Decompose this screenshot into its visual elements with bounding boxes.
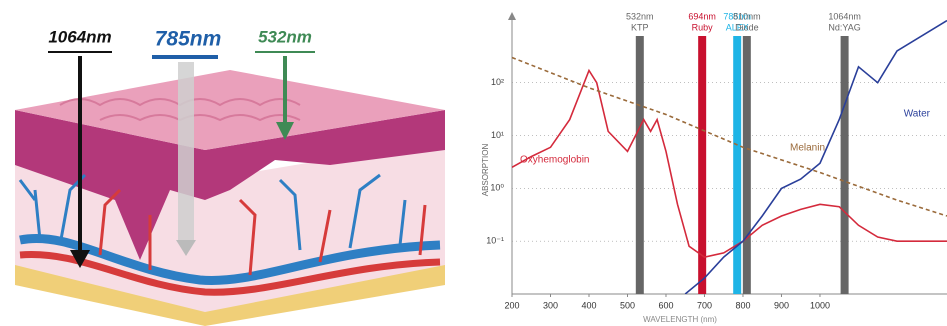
y-tick-label: 10⁻¹ [486,236,504,246]
laser-label: 532nm [626,11,654,21]
series-line [512,68,947,258]
beam-1064-head [70,250,90,268]
laser-label: 785nm [723,11,751,21]
x-tick-label: 600 [658,300,673,310]
series-line [684,19,947,294]
series-label: Oxyhemoglobin [520,155,589,166]
beam-532-head [276,122,294,140]
series-label: Water [904,109,931,120]
x-axis-label: WAVELENGTH (nm) [643,315,717,324]
x-tick-label: 500 [620,300,635,310]
laser-sublabel: KTP [631,22,649,32]
laser-label: 810nm [733,11,761,21]
laser-line [698,36,707,294]
wavelength-label: 532nm [258,27,312,46]
laser-sublabel: Nd:YAG [828,22,860,32]
laser-sublabel: Ruby [692,22,714,32]
y-tick-label: 10¹ [491,130,504,140]
x-tick-label: 700 [697,300,712,310]
epidermis [15,110,445,260]
wavelength-label: 785nm [155,28,222,51]
laser-label: 1064nm [828,11,861,21]
beam-785-head [176,240,196,256]
skin-illustration: 1064nm 785nm 532nm [15,27,445,326]
x-tick-label: 200 [504,300,519,310]
y-tick-label: 10⁰ [490,183,504,193]
absorption-chart: ABSORPTION WAVELENGTH (nm) 10⁻¹ 10⁰ 10¹ 10²… [481,11,947,324]
y-axis-label: ABSORPTION [481,144,490,197]
laser-line [733,36,742,294]
laser-line [840,36,849,294]
x-tick-label: 400 [581,300,596,310]
y-tick-label: 10² [491,77,504,87]
vein [19,234,441,285]
x-tick-label: 1000 [810,300,830,310]
laser-label: 694nm [688,11,716,21]
skin-surface [15,70,445,150]
laser-line [635,36,644,294]
y-axis-arrow [508,12,516,20]
capillary [18,173,407,251]
beam-785 [178,62,194,242]
wavelength-label: 1064nm [48,27,111,46]
series-label: Melanin [790,143,825,154]
laser-sublabel: Diode [735,22,759,32]
series-line [512,56,947,217]
x-tick-label: 300 [543,300,558,310]
laser-line [742,36,751,294]
fat-layer [15,262,445,326]
laser-sublabel: ALEX [726,22,749,32]
capillary [98,188,427,276]
x-tick-label: 900 [774,300,789,310]
x-tick-label: 800 [735,300,750,310]
